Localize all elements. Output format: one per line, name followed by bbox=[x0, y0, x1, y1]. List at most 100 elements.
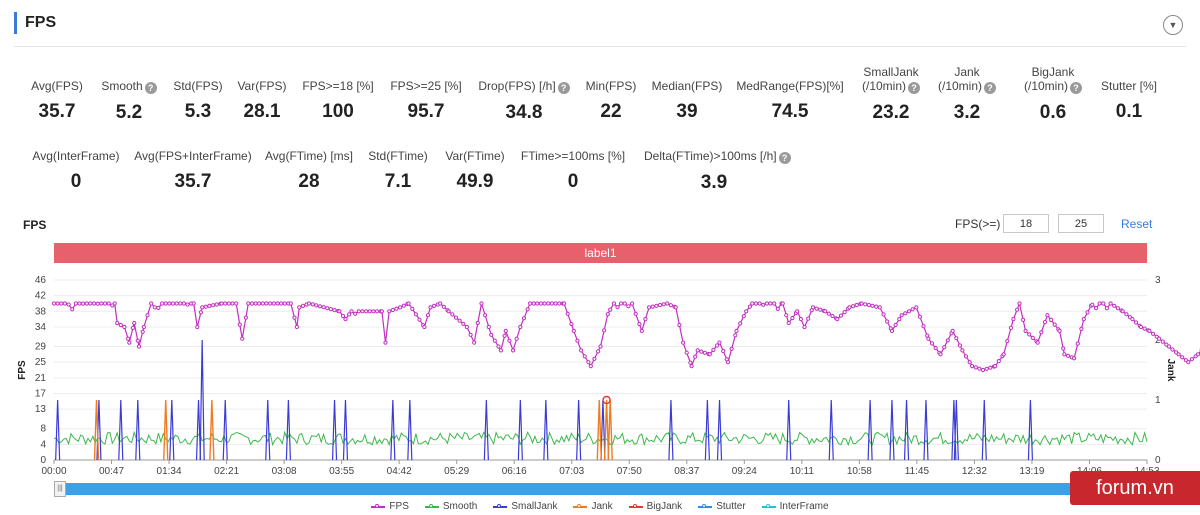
smalljank-spike bbox=[517, 399, 523, 461]
y-tick-label: 0 bbox=[40, 455, 46, 466]
legend-item-stutter[interactable]: Stutter bbox=[698, 501, 746, 512]
fps-point bbox=[472, 340, 477, 345]
fps-point bbox=[588, 364, 593, 369]
help-icon[interactable]: ? bbox=[1070, 82, 1082, 94]
legend-item-smalljank[interactable]: SmallJank bbox=[493, 501, 557, 512]
metric-metrics_row2-2: Avg(FTime) [ms] 28 bbox=[239, 149, 379, 193]
zoom-slider-track[interactable] bbox=[54, 483, 1147, 495]
fps-point bbox=[1189, 357, 1195, 362]
zoom-slider-handle[interactable]: ||| bbox=[54, 481, 66, 497]
smalljank-spike bbox=[576, 399, 582, 461]
fps-point bbox=[503, 328, 508, 334]
fps-point bbox=[1166, 344, 1172, 349]
help-icon[interactable]: ? bbox=[778, 152, 791, 164]
jank-spike bbox=[163, 399, 169, 461]
chevron-down-icon: ▼ bbox=[1168, 20, 1178, 30]
legend-item-jank[interactable]: Jank bbox=[573, 501, 613, 512]
metric-metrics_row2-6: Delta(FTime)>100ms [/h]? 3.9 bbox=[644, 149, 791, 194]
smalljank-spike bbox=[285, 399, 291, 461]
fps-point bbox=[77, 301, 82, 306]
fps-point bbox=[814, 306, 819, 311]
fps-point bbox=[521, 316, 527, 321]
fps-point bbox=[602, 328, 607, 333]
label-banner[interactable]: label1 bbox=[54, 243, 1147, 263]
fps-point bbox=[1186, 360, 1191, 365]
y-tick-label: 42 bbox=[35, 291, 47, 302]
fps-point bbox=[422, 324, 427, 330]
y2-tick-label: 0 bbox=[1155, 455, 1161, 466]
fps-point bbox=[960, 348, 965, 353]
legend-label: SmallJank bbox=[511, 501, 558, 512]
fps-point bbox=[1124, 312, 1129, 317]
fps-point bbox=[897, 317, 902, 322]
fps-point bbox=[518, 324, 523, 330]
fps-point bbox=[62, 301, 68, 306]
fps-point bbox=[374, 309, 380, 314]
fps-point bbox=[126, 336, 131, 341]
y2-axis-label: Jank bbox=[1165, 359, 1176, 382]
fps-point bbox=[693, 354, 698, 359]
help-icon[interactable]: ? bbox=[908, 82, 920, 94]
fps-point bbox=[387, 309, 392, 314]
fps-point bbox=[257, 301, 262, 306]
fps-point bbox=[733, 333, 738, 338]
smalljank-spike bbox=[222, 399, 228, 461]
legend-item-fps[interactable]: FPS bbox=[371, 501, 409, 512]
metric-label: Min(FPS) bbox=[585, 79, 637, 93]
fps-point bbox=[135, 338, 140, 343]
fps-point bbox=[1176, 352, 1181, 357]
fps-point bbox=[842, 310, 847, 315]
legend-item-smooth[interactable]: Smooth bbox=[424, 501, 477, 512]
fps-point bbox=[734, 328, 739, 334]
metric-value: 5.3 bbox=[184, 101, 212, 122]
fps-point bbox=[1052, 322, 1057, 327]
help-icon[interactable]: ? bbox=[984, 82, 996, 94]
fps-point bbox=[115, 320, 120, 326]
reset-link[interactable]: Reset bbox=[1121, 217, 1153, 231]
fps-point bbox=[688, 360, 693, 365]
fps-point bbox=[325, 306, 330, 311]
metric-label: Jank (/10min)? bbox=[897, 65, 1037, 94]
fps-point bbox=[906, 309, 912, 314]
legend-label: FPS bbox=[389, 501, 409, 512]
fps-point bbox=[963, 354, 969, 359]
metric-value: 39 bbox=[676, 101, 698, 122]
fps-point bbox=[152, 305, 157, 310]
smalljank-spike bbox=[981, 399, 987, 461]
help-icon[interactable]: ? bbox=[557, 82, 570, 94]
y-tick-label: 13 bbox=[35, 404, 47, 415]
fps-threshold-high-input[interactable] bbox=[1058, 214, 1104, 233]
fps-point bbox=[141, 324, 146, 330]
fps-point bbox=[475, 320, 480, 326]
legend-swatch-icon bbox=[761, 503, 776, 508]
fps-point bbox=[453, 315, 459, 320]
fps-point bbox=[498, 348, 503, 353]
fps-point bbox=[417, 317, 422, 322]
help-icon[interactable]: ? bbox=[144, 82, 157, 94]
fps-point bbox=[394, 306, 399, 311]
fps-point bbox=[1021, 317, 1026, 323]
fps-point bbox=[993, 364, 998, 369]
collapse-button[interactable]: ▼ bbox=[1163, 15, 1183, 35]
fps-point bbox=[1090, 302, 1095, 307]
smalljank-spike bbox=[716, 399, 723, 461]
x-tick-label: 07:03 bbox=[559, 466, 584, 477]
fps-point bbox=[328, 307, 333, 312]
legend-item-bigjank[interactable]: BigJank bbox=[628, 501, 682, 512]
fps-point bbox=[425, 313, 431, 318]
fps-point bbox=[288, 301, 293, 306]
fps-point bbox=[721, 348, 726, 354]
fps-point bbox=[191, 301, 196, 306]
fps-point bbox=[234, 301, 239, 306]
fps-point bbox=[622, 301, 627, 306]
fps-threshold-low-input[interactable] bbox=[1003, 214, 1049, 233]
fps-point bbox=[1008, 325, 1014, 331]
fps-point bbox=[795, 309, 800, 314]
fps-point bbox=[729, 346, 734, 351]
fps-point bbox=[483, 313, 488, 318]
metric-metrics_row1-6: Drop(FPS) [/h]? 34.8 bbox=[454, 79, 594, 124]
fps-point bbox=[398, 305, 403, 310]
legend-item-interframe[interactable]: InterFrame bbox=[761, 501, 829, 512]
smalljank-spike bbox=[407, 399, 413, 461]
fps-point bbox=[538, 301, 544, 306]
